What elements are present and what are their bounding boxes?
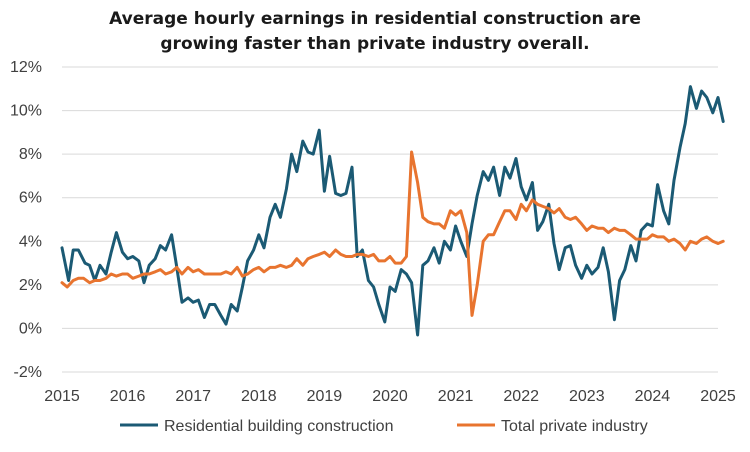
series-line-private-industry [60, 150, 725, 317]
y-tick-label: 0% [19, 320, 42, 337]
x-tick-label: 2024 [635, 388, 671, 405]
x-tick-label: 2016 [110, 388, 146, 405]
y-tick-label: 2% [19, 277, 42, 294]
legend-label: Total private industry [501, 418, 648, 435]
y-tick-label: 6% [19, 190, 42, 207]
series-line-residential [60, 85, 725, 337]
x-tick-label: 2017 [175, 388, 211, 405]
x-tick-label: 2023 [569, 388, 605, 405]
legend-item-private-industry: Total private industry [457, 418, 648, 435]
y-tick-label: 12% [10, 59, 42, 76]
series-lines [60, 85, 725, 337]
legend-item-residential: Residential building construction [120, 418, 393, 435]
y-tick-label: 8% [19, 146, 42, 163]
y-tick-label: 4% [19, 233, 42, 250]
y-tick-label: -2% [14, 364, 42, 381]
chart-title: Average hourly earnings in residential c… [109, 9, 641, 54]
y-tick-label: 10% [10, 103, 42, 120]
x-tick-label: 2025 [700, 388, 736, 405]
x-axis-tick-labels: 2015 2016 2017 2018 2019 2020 2021 2022 2023 2024… [44, 388, 736, 405]
x-tick-label: 2021 [438, 388, 474, 405]
x-tick-label: 2022 [503, 388, 539, 405]
y-axis-tick-labels: -2% 0% 2% 4% 6% 8% 10% 12% [10, 59, 42, 381]
chart-title-line-2: growing faster than private industry ove… [160, 34, 589, 54]
x-tick-label: 2015 [44, 388, 80, 405]
chart-title-line-1: Average hourly earnings in residential c… [109, 9, 641, 29]
gridlines [62, 66, 718, 373]
x-tick-label: 2019 [307, 388, 343, 405]
legend-label: Residential building construction [164, 418, 393, 435]
x-tick-label: 2020 [372, 388, 408, 405]
legend: Residential building construction Total p… [120, 418, 648, 435]
x-tick-label: 2018 [241, 388, 277, 405]
